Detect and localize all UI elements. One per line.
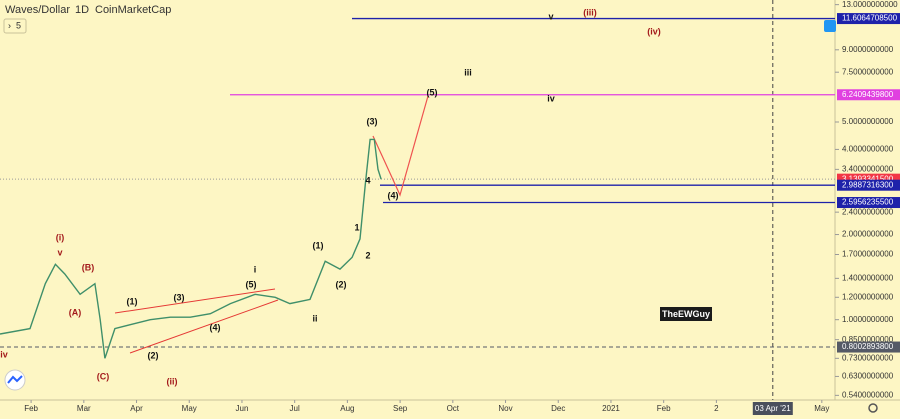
x-tick-label: Jun <box>236 404 249 413</box>
y-tick-label: 1.0000000000 <box>842 315 894 324</box>
y-tick-label: 0.8500000000 <box>842 335 894 344</box>
x-tick-label: Feb <box>657 404 671 413</box>
wave-label: (5) <box>246 279 257 289</box>
wave-label: iii <box>464 67 472 77</box>
source: CoinMarketCap <box>95 4 171 16</box>
wave-label: (5) <box>427 87 438 97</box>
wave-label: iv <box>547 93 555 103</box>
wave-label: v <box>548 11 553 21</box>
wave-label: (ii) <box>167 376 178 386</box>
wave-label: (2) <box>336 279 347 289</box>
x-tick-label: May <box>182 404 197 413</box>
y-tick-label: 9.0000000000 <box>842 45 894 54</box>
x-tick-label: Jul <box>290 404 300 413</box>
y-tick-label: 2.0000000000 <box>842 230 894 239</box>
wedge-lower <box>129 299 279 354</box>
wave-label: v <box>57 247 62 257</box>
wave-label: (iv) <box>647 26 661 36</box>
chevron: › <box>8 20 11 30</box>
wave-label: ii <box>312 313 317 323</box>
y-tick-label: 7.5000000000 <box>842 67 894 76</box>
wave-label: (4) <box>210 322 221 332</box>
price-label: 3.1393341500 <box>842 174 894 183</box>
wave-label: (3) <box>174 292 185 302</box>
y-tick-label: 3.4000000000 <box>842 164 894 173</box>
wave-label: (B) <box>82 262 95 272</box>
settings[interactable] <box>868 403 878 413</box>
wave-label: (C) <box>97 371 110 381</box>
wave-label: (3) <box>367 116 378 126</box>
watermark-box <box>660 307 712 321</box>
price-label-box <box>837 179 900 191</box>
x-tick-label: 2021 <box>602 404 620 413</box>
y-tick-label: 1.7000000000 <box>842 250 894 259</box>
price-label-box <box>837 173 900 185</box>
wave-label: (4) <box>388 190 399 200</box>
wave-label: (iii) <box>583 7 597 17</box>
x-tick-label: Dec <box>551 404 565 413</box>
price-label-box <box>837 341 900 353</box>
logo-icon <box>7 375 23 384</box>
y-tick-label: 0.5400000000 <box>842 390 894 399</box>
interval: 1D <box>75 4 89 16</box>
y-tick-label: 5.0000000000 <box>842 117 894 126</box>
crosshair-label: 03 Apr '21 <box>755 404 791 413</box>
x-tick-label: May <box>814 404 829 413</box>
indicator-toggle[interactable] <box>3 18 27 34</box>
y-tick-label: 0.7300000000 <box>842 353 894 362</box>
y-tick-label: 2.4000000000 <box>842 207 894 216</box>
price-label-box <box>837 13 900 25</box>
x-tick-label: Oct <box>447 404 460 413</box>
watermark: TheEWGuy <box>662 309 710 319</box>
x-tick-label: Feb <box>24 404 38 413</box>
wave-label: (1) <box>127 296 138 306</box>
wave-label: i <box>254 264 257 274</box>
price-label: 2.9887316300 <box>842 180 894 189</box>
y-tick-label: 4.0000000000 <box>842 145 894 154</box>
price-label-box <box>837 197 900 209</box>
wave-label: 4 <box>365 175 370 185</box>
x-tick-label: 2 <box>714 404 719 413</box>
price-label: 2.5956235500 <box>842 198 894 207</box>
price-label: 11.6064708500 <box>842 14 898 23</box>
x-tick-label: Sep <box>393 404 408 413</box>
price-label-box <box>837 89 900 101</box>
wave-label: (i) <box>56 232 65 242</box>
symbol-title: Waves/Dollar <box>5 4 70 16</box>
x-tick-label: Mar <box>77 404 91 413</box>
wave-label: (A) <box>69 307 82 317</box>
price-line-series <box>0 138 382 359</box>
wave-label: iv <box>0 349 8 359</box>
projection <box>372 95 429 197</box>
wave-label: 1 <box>354 222 359 232</box>
wave-label: (1) <box>313 240 324 250</box>
sync-button[interactable] <box>824 20 836 32</box>
y-tick-label: 13.0000000000 <box>842 0 898 9</box>
x-tick-label: Apr <box>130 404 143 413</box>
wave-label: 2 <box>365 250 370 260</box>
y-tick-label: 1.4000000000 <box>842 273 894 282</box>
wedge-upper <box>114 288 276 314</box>
y-tick-label: 0.6300000000 <box>842 372 894 381</box>
y-tick-label: 1.2000000000 <box>842 292 894 301</box>
x-tick-label: Aug <box>340 404 354 413</box>
price-label: 6.2409439800 <box>842 90 894 99</box>
x-tick-label: Nov <box>498 404 512 413</box>
crosshair-box <box>752 402 793 415</box>
wave-label: (2) <box>148 350 159 360</box>
price-label: 0.8002893800 <box>842 342 894 351</box>
toolbar-count[interactable]: 5 <box>16 20 21 30</box>
